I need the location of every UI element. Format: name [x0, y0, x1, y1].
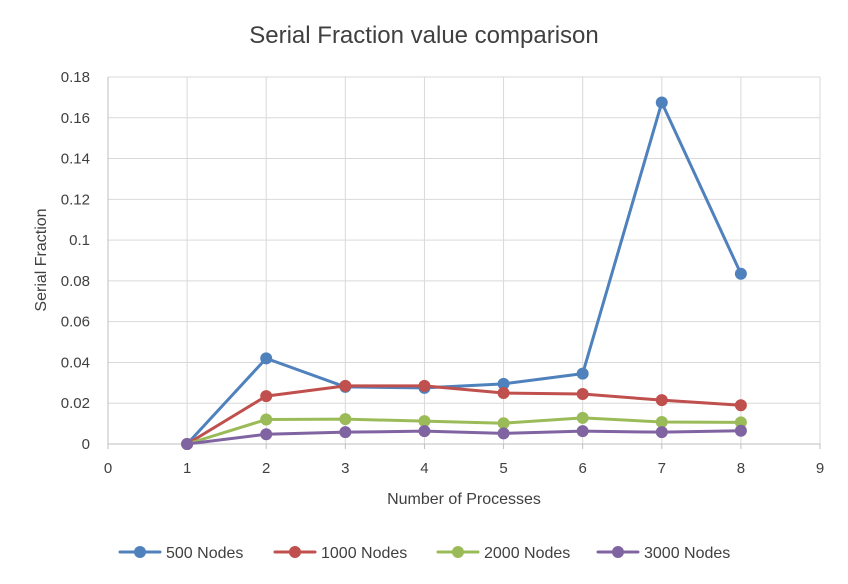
x-tick-label: 8 — [737, 460, 745, 477]
x-tick-label: 6 — [578, 460, 586, 477]
series-line — [185, 100, 743, 446]
chart-title: Serial Fraction value comparison — [249, 22, 599, 49]
data-point — [655, 394, 668, 407]
y-tick-label: 0 — [82, 436, 90, 453]
data-point — [576, 411, 589, 424]
data-point — [655, 426, 668, 439]
y-axis-ticks: 0 0.02 0.04 0.06 0.08 0.1 0.12 0.14 0.16 0.18 — [61, 69, 90, 453]
data-point — [576, 425, 589, 438]
legend-marker — [134, 546, 146, 558]
x-tick-label: 9 — [816, 460, 824, 477]
x-tick-label: 0 — [104, 460, 112, 477]
data-point — [734, 267, 747, 280]
x-tick-label: 7 — [658, 460, 666, 477]
y-tick-label: 0.04 — [61, 354, 90, 371]
data-point — [734, 424, 747, 437]
legend: 500 Nodes 1000 Nodes 2000 Nodes 3000 Nodes — [118, 545, 730, 562]
data-point — [260, 413, 273, 426]
data-point — [576, 367, 589, 380]
data-point — [655, 415, 668, 428]
y-tick-label: 0.18 — [61, 69, 90, 86]
y-axis-title: Serial Fraction — [33, 208, 50, 311]
data-point — [339, 426, 352, 439]
legend-marker — [452, 546, 464, 558]
series-line — [185, 384, 743, 446]
y-tick-label: 0.16 — [61, 110, 90, 127]
y-tick-label: 0.08 — [61, 273, 90, 290]
data-point — [497, 417, 510, 430]
data-point — [655, 96, 668, 109]
series-line — [185, 429, 743, 446]
series-lines — [185, 100, 743, 446]
x-tick-label: 4 — [420, 460, 428, 477]
data-point — [418, 379, 431, 392]
x-tick-label: 3 — [341, 460, 349, 477]
x-tick-label: 1 — [183, 460, 191, 477]
data-point — [260, 390, 273, 403]
data-point — [260, 428, 273, 441]
y-tick-label: 0.12 — [61, 191, 90, 208]
data-point — [418, 415, 431, 428]
x-tick-label: 2 — [262, 460, 270, 477]
data-point — [576, 388, 589, 401]
data-point — [734, 399, 747, 412]
x-axis-ticks: 0 1 2 3 4 5 6 7 8 9 — [104, 444, 824, 477]
gridlines — [108, 76, 821, 444]
series-points — [181, 96, 747, 450]
legend-marker — [612, 546, 624, 558]
data-point — [418, 425, 431, 438]
legend-marker — [289, 546, 301, 558]
legend-label: 2000 Nodes — [484, 545, 570, 562]
data-point — [497, 427, 510, 440]
y-tick-label: 0.1 — [69, 232, 90, 249]
series-line — [185, 416, 743, 446]
x-tick-label: 5 — [499, 460, 507, 477]
y-tick-label: 0.06 — [61, 314, 90, 331]
legend-label: 3000 Nodes — [644, 545, 730, 562]
y-tick-label: 0.14 — [61, 151, 90, 168]
legend-label: 1000 Nodes — [321, 545, 407, 562]
x-axis-title: Number of Processes — [387, 491, 541, 508]
axes — [107, 77, 820, 445]
data-point — [339, 413, 352, 426]
data-point — [260, 352, 273, 365]
y-tick-label: 0.02 — [61, 395, 90, 412]
data-point — [181, 438, 194, 450]
data-point — [497, 387, 510, 400]
legend-label: 500 Nodes — [166, 545, 243, 562]
data-point — [339, 379, 352, 392]
